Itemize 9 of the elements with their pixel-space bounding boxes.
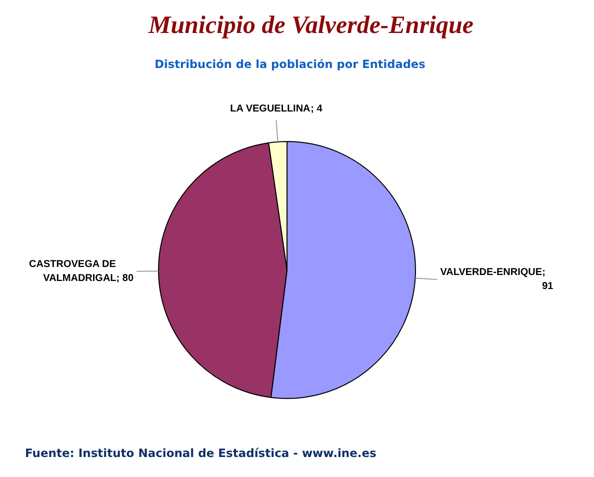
slice-label: CASTROVEGA DE VALMADRIGAL	[29, 259, 116, 284]
chart-title: Municipio de Valverde-Enrique	[147, 12, 474, 40]
data-label: ; 80	[116, 273, 134, 284]
source-note: Fuente: Instituto Nacional de Estadística - www.ine.es	[25, 446, 376, 460]
data-label: ; 4	[310, 104, 323, 115]
slice-label: VALVERDE-ENRIQUE	[440, 267, 542, 278]
slice-label: LA VEGUELLINA	[230, 104, 310, 115]
chart-subtitle: Distribución de la población por Entidades	[154, 58, 426, 71]
data-label: ; 91	[542, 267, 554, 292]
